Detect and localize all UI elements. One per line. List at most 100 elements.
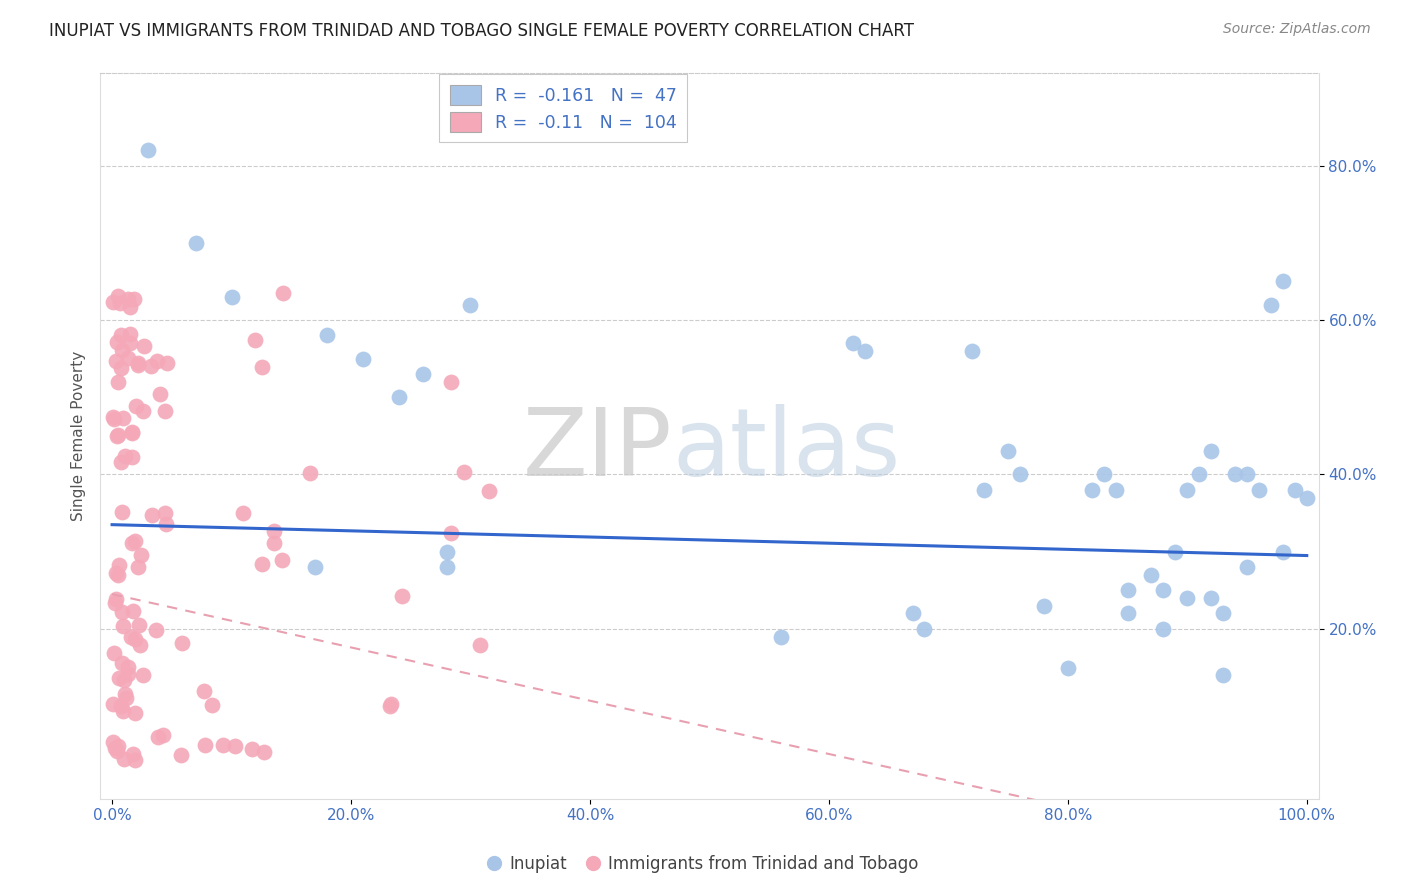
Point <box>107 568 129 582</box>
Y-axis label: Single Female Poverty: Single Female Poverty <box>72 351 86 521</box>
Point <box>770 630 793 644</box>
Point <box>271 552 294 566</box>
Point <box>1140 567 1163 582</box>
Point <box>108 558 131 572</box>
Point <box>1104 483 1126 497</box>
Point <box>316 328 339 343</box>
Text: Source: ZipAtlas.com: Source: ZipAtlas.com <box>1223 22 1371 37</box>
Point <box>103 646 125 660</box>
Point <box>1271 544 1294 558</box>
Point <box>155 506 177 520</box>
Point <box>120 336 142 351</box>
Point <box>388 390 411 404</box>
Point <box>436 544 458 558</box>
Point <box>141 508 163 522</box>
Point <box>1008 467 1031 482</box>
Point <box>146 354 169 368</box>
Point <box>391 589 413 603</box>
Point <box>1080 483 1102 497</box>
Point <box>1295 491 1317 505</box>
Point <box>1212 607 1234 621</box>
Point <box>170 636 193 650</box>
Point <box>193 684 215 698</box>
Point <box>212 738 235 752</box>
Legend: Inupiat, Immigrants from Trinidad and Tobago: Inupiat, Immigrants from Trinidad and To… <box>481 848 925 880</box>
Point <box>124 754 146 768</box>
Point <box>263 524 285 538</box>
Point <box>132 404 155 418</box>
Point <box>436 560 458 574</box>
Point <box>1164 544 1187 558</box>
Point <box>110 455 132 469</box>
Point <box>118 326 141 341</box>
Point <box>1188 467 1211 482</box>
Point <box>114 687 136 701</box>
Point <box>460 297 482 311</box>
Point <box>136 143 159 157</box>
Point <box>105 429 128 443</box>
Point <box>273 285 295 300</box>
Point <box>1175 483 1198 497</box>
Point <box>114 449 136 463</box>
Point <box>453 465 475 479</box>
Point <box>125 400 148 414</box>
Point <box>352 351 374 366</box>
Point <box>124 706 146 721</box>
Point <box>112 411 135 425</box>
Point <box>104 566 127 580</box>
Point <box>378 699 401 714</box>
Point <box>127 356 149 370</box>
Point <box>105 744 128 758</box>
Point <box>298 466 321 480</box>
Point <box>117 667 139 681</box>
Point <box>118 300 141 314</box>
Point <box>103 409 125 424</box>
Point <box>103 294 125 309</box>
Point <box>1260 297 1282 311</box>
Point <box>380 698 402 712</box>
Point <box>104 591 127 606</box>
Point <box>1032 599 1054 613</box>
Point <box>122 604 145 618</box>
Point <box>962 343 984 358</box>
Point <box>156 356 179 370</box>
Point <box>122 747 145 762</box>
Point <box>120 631 142 645</box>
Point <box>127 560 149 574</box>
Point <box>201 698 224 712</box>
Point <box>117 660 139 674</box>
Point <box>148 730 170 744</box>
Point <box>103 411 125 425</box>
Point <box>134 338 156 352</box>
Point <box>103 735 125 749</box>
Point <box>129 548 152 562</box>
Point <box>250 558 273 572</box>
Point <box>124 632 146 647</box>
Point <box>112 705 135 719</box>
Point <box>107 739 129 754</box>
Point <box>1236 560 1258 574</box>
Point <box>1271 275 1294 289</box>
Point <box>1199 591 1222 605</box>
Point <box>478 483 501 498</box>
Point <box>914 622 936 636</box>
Point <box>107 376 129 390</box>
Point <box>853 343 876 358</box>
Point <box>194 739 217 753</box>
Point <box>250 360 273 375</box>
Point <box>108 296 131 310</box>
Point <box>122 292 145 306</box>
Point <box>111 619 134 633</box>
Point <box>1092 467 1115 482</box>
Point <box>110 328 132 343</box>
Point <box>1199 444 1222 458</box>
Point <box>103 697 125 711</box>
Point <box>110 656 132 670</box>
Point <box>240 742 263 756</box>
Point <box>263 536 285 550</box>
Point <box>128 618 150 632</box>
Point <box>224 739 246 754</box>
Point <box>440 526 463 541</box>
Point <box>901 607 924 621</box>
Point <box>129 639 152 653</box>
